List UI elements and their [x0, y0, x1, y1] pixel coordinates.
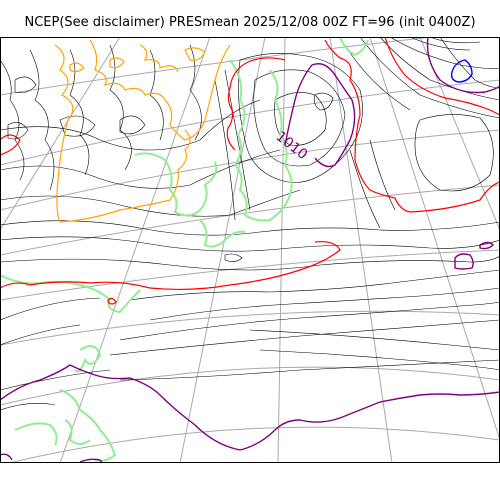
map-title: NCEP(See disclaimer) PRESmean 2025/12/08… — [24, 15, 476, 30]
map-plot: 1010 — [0, 37, 500, 463]
isobars-blue — [450, 59, 473, 83]
graticule — [0, 37, 500, 463]
map-frame — [0, 37, 500, 463]
isobars-black — [0, 37, 500, 411]
isobars-red — [0, 37, 500, 305]
isobars-orange — [54, 39, 231, 223]
isobars-purple — [0, 37, 500, 463]
contour-label-1010: 1010 — [273, 129, 311, 164]
coastline — [0, 37, 369, 462]
